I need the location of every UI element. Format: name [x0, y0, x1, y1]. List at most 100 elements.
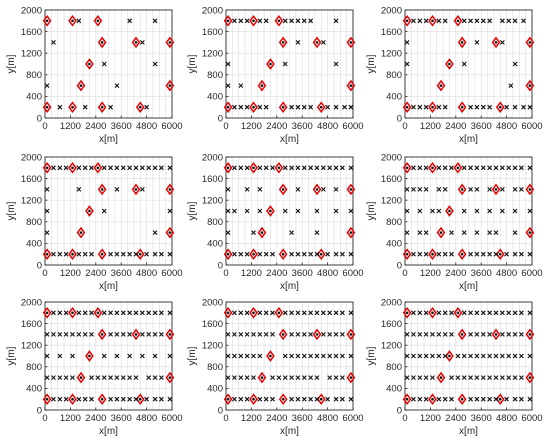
y-tick-label: 400 [207, 92, 223, 103]
cross-marker [270, 310, 275, 316]
diamond-marker [436, 371, 446, 384]
cross-marker [442, 353, 448, 359]
y-tick-label: 1200 [21, 49, 42, 60]
cross-marker [423, 310, 429, 316]
diamond-marker [223, 14, 233, 27]
diamond-marker [165, 328, 175, 341]
cross-marker [238, 83, 244, 88]
x-tick-label: 6000 [521, 413, 542, 424]
cross-marker [417, 310, 423, 316]
y-tick-label: 400 [386, 239, 402, 250]
x-tick-label: 6000 [342, 121, 363, 132]
x-tick-label: 3600 [111, 121, 132, 132]
cross-marker [270, 396, 275, 402]
cross-marker [295, 40, 301, 45]
cross-marker [512, 332, 518, 337]
cross-marker [314, 208, 320, 214]
cross-marker [76, 310, 82, 316]
cross-marker [411, 375, 416, 380]
cross-marker [442, 332, 448, 337]
axes-box [44, 156, 173, 266]
cross-marker [527, 353, 533, 359]
x-tick-label: 0 [42, 121, 47, 132]
cross-marker [348, 104, 354, 110]
diamond-marker [93, 306, 103, 319]
cross-marker [423, 375, 429, 380]
cross-marker [89, 251, 94, 257]
y-tick-label: 800 [386, 217, 402, 228]
diamond-marker [428, 306, 437, 319]
cross-marker [301, 251, 307, 257]
cross-marker [114, 353, 120, 359]
cross-marker [508, 83, 514, 88]
diamond-marker [257, 226, 267, 239]
diamond-marker [525, 79, 535, 92]
cross-marker [423, 18, 429, 24]
cross-marker [487, 396, 493, 402]
cross-marker [449, 251, 454, 257]
cross-marker [159, 310, 164, 316]
cross-marker [295, 18, 301, 24]
cross-marker [468, 332, 474, 337]
cross-marker [423, 396, 429, 402]
cross-marker [244, 251, 250, 257]
cross-marker [133, 251, 139, 257]
diamond-marker [68, 248, 77, 261]
y-tick-label: 400 [26, 384, 42, 395]
cross-marker [225, 83, 231, 88]
cross-marker [474, 18, 480, 24]
y-tick-label: 1600 [202, 27, 223, 38]
cross-marker [449, 332, 454, 337]
cross-marker [320, 40, 326, 45]
diamond-marker [346, 183, 356, 196]
cross-marker [493, 310, 499, 316]
cross-marker [89, 332, 94, 337]
x-tick-label: 2400 [445, 268, 466, 279]
cross-marker [238, 104, 244, 110]
diamond-marker [491, 36, 501, 49]
cross-marker [340, 165, 345, 171]
cross-marker [282, 375, 288, 380]
cross-marker [480, 18, 486, 24]
cross-marker [455, 375, 461, 380]
cross-marker [308, 353, 314, 359]
cross-marker [512, 165, 518, 171]
cross-marker [146, 375, 152, 380]
y-tick-label: 1600 [381, 319, 402, 330]
y-tick-label: 1600 [202, 174, 223, 185]
cross-marker [144, 251, 149, 257]
x-tick-label: 2400 [85, 268, 106, 279]
cross-marker [442, 18, 448, 24]
cross-marker [423, 165, 429, 171]
cross-marker [282, 18, 288, 24]
cross-marker [411, 353, 416, 359]
cross-marker [455, 353, 461, 359]
cross-marker [244, 187, 250, 192]
cross-marker [289, 18, 295, 24]
cross-marker [270, 332, 275, 337]
cross-marker [63, 396, 69, 402]
diamond-marker [93, 14, 103, 27]
cross-marker [411, 18, 416, 24]
cross-marker [340, 310, 345, 316]
cross-marker [308, 18, 314, 24]
y-tick-label: 800 [207, 217, 223, 228]
cross-marker [499, 332, 505, 337]
cross-marker [348, 251, 354, 257]
x-tick-label: 4800 [496, 413, 517, 424]
diamond-marker [346, 36, 356, 49]
cross-marker [301, 104, 307, 110]
cross-marker [114, 375, 120, 380]
cross-marker [320, 353, 326, 359]
cross-marker [487, 251, 493, 257]
x-axis-label: x[m] [280, 134, 299, 145]
cross-marker [44, 230, 50, 235]
cross-marker [270, 375, 275, 380]
cross-marker [63, 165, 69, 171]
cross-marker [44, 353, 50, 359]
cross-marker [114, 332, 120, 337]
x-axis-label: x[m] [459, 134, 478, 145]
cross-marker [480, 332, 486, 337]
x-tick-label: 2400 [445, 413, 466, 424]
cross-marker [308, 104, 314, 110]
